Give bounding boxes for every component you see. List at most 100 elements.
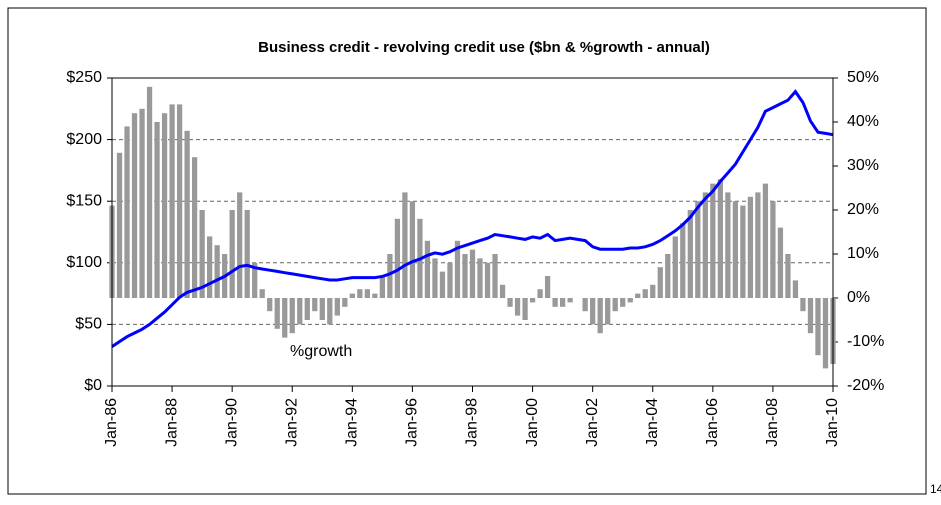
x-tick-label: Jan-92 <box>283 398 300 447</box>
bar <box>732 201 738 298</box>
bar <box>807 298 814 334</box>
bar <box>612 298 618 312</box>
bar <box>124 126 130 299</box>
bar <box>394 218 401 298</box>
bar <box>357 289 363 298</box>
bar <box>800 298 806 312</box>
y-tick-label: $200 <box>66 131 102 148</box>
bar <box>717 179 723 298</box>
x-tick-label: Jan-94 <box>344 398 361 447</box>
bar <box>665 254 671 298</box>
y2-tick-label: -10% <box>847 333 884 350</box>
bar <box>282 298 288 338</box>
bar <box>590 298 596 325</box>
bar <box>785 254 791 298</box>
bar <box>462 254 468 298</box>
bar <box>627 298 633 303</box>
bar <box>597 298 603 334</box>
y2-tick-label: 0% <box>847 289 870 306</box>
bar <box>680 223 686 298</box>
bar <box>605 298 611 325</box>
bar <box>252 262 258 298</box>
bar <box>777 227 784 298</box>
bar <box>552 298 558 307</box>
bar <box>454 240 461 298</box>
bar <box>116 152 123 298</box>
bar <box>747 196 754 298</box>
bar <box>342 298 348 307</box>
chart-title: Business credit - revolving credit use (… <box>258 39 710 56</box>
x-tick-label: Jan-96 <box>404 398 421 447</box>
bar <box>146 86 153 298</box>
y2-tick-label: 30% <box>847 157 879 174</box>
bar <box>792 280 799 298</box>
bar <box>484 262 491 298</box>
bar <box>687 210 693 298</box>
bar <box>514 298 521 316</box>
x-tick-label: Jan-06 <box>704 398 721 447</box>
bar <box>740 205 746 298</box>
bar <box>477 258 483 298</box>
x-tick-label: Jan-86 <box>103 398 120 447</box>
bar <box>762 183 769 298</box>
bar <box>379 276 386 298</box>
bar <box>544 276 551 298</box>
bar <box>770 201 776 298</box>
bar <box>439 271 446 298</box>
bar <box>184 130 190 298</box>
bar <box>312 298 318 312</box>
y-tick-label: $150 <box>66 192 102 209</box>
x-tick-label: Jan-98 <box>464 398 481 447</box>
bar <box>214 245 220 298</box>
page-number: 14 <box>930 482 941 496</box>
bar <box>642 289 648 298</box>
bar <box>582 298 588 312</box>
bar <box>139 108 145 298</box>
y-tick-label: $0 <box>84 377 102 394</box>
bar <box>229 210 235 298</box>
bar <box>672 236 678 298</box>
x-tick-label: Jan-90 <box>223 398 240 447</box>
x-tick-label: Jan-04 <box>644 398 661 447</box>
bar <box>274 298 280 329</box>
bar <box>815 298 821 356</box>
bar <box>402 192 408 298</box>
annotation: %growth <box>290 343 352 360</box>
bar <box>191 157 198 298</box>
bar <box>507 298 513 307</box>
bar <box>319 298 325 320</box>
bar <box>131 113 138 298</box>
bar <box>492 254 498 298</box>
x-tick-label: Jan-88 <box>163 398 180 447</box>
bar <box>424 240 431 298</box>
bar <box>529 298 536 303</box>
y2-tick-label: -20% <box>847 377 884 394</box>
bar <box>409 201 416 298</box>
bar <box>244 210 250 298</box>
x-tick-label: Jan-00 <box>524 398 541 447</box>
bar <box>349 293 355 298</box>
bar <box>297 298 303 325</box>
bar <box>154 122 160 298</box>
bar <box>537 289 543 298</box>
bar <box>289 298 295 334</box>
y-tick-label: $100 <box>66 254 102 271</box>
bar <box>559 298 566 307</box>
bar <box>620 298 626 307</box>
bar <box>469 249 476 298</box>
bar <box>372 293 378 298</box>
y2-tick-label: 40% <box>847 113 879 130</box>
bar <box>725 192 731 298</box>
y2-tick-label: 50% <box>847 69 879 86</box>
bar <box>327 298 333 325</box>
bar <box>702 192 708 298</box>
y2-tick-label: 10% <box>847 245 879 262</box>
x-tick-label: Jan-02 <box>584 398 601 447</box>
x-tick-label: Jan-10 <box>824 398 841 447</box>
bar <box>567 298 573 303</box>
bar <box>237 192 243 298</box>
bar <box>650 284 656 298</box>
bar <box>387 254 393 298</box>
y-tick-label: $250 <box>66 69 102 86</box>
